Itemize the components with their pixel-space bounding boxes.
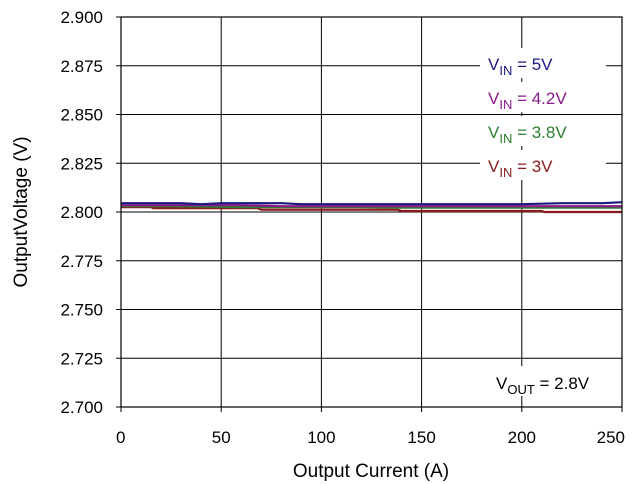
legend-bg [480, 116, 606, 146]
y-axis-label: OutputVoltage (V) [11, 136, 32, 287]
y-tick-label: 2.725 [60, 349, 103, 368]
x-axis-label: Output Current (A) [293, 461, 449, 482]
x-tick-label: 250 [597, 428, 625, 447]
x-tick-label: 0 [116, 428, 125, 447]
y-tick-label: 2.775 [60, 252, 103, 271]
legend-bg [480, 82, 606, 112]
x-axis-ticks: 0 50 100 150 200 250 [116, 407, 625, 447]
legend-entry: VIN = 3V [488, 157, 553, 180]
y-tick-label: 2.875 [60, 57, 103, 76]
series-line-vin-3v [121, 206, 622, 214]
x-tick-label: 100 [307, 428, 335, 447]
vout-annotation: VOUT = 2.8V [490, 366, 616, 397]
y-axis-ticks: 2.700 2.725 2.750 2.775 2.800 2.825 2.850 2.875… [60, 8, 121, 417]
legend-entry: VIN = 4.2V [488, 89, 567, 112]
legend-bg [480, 150, 606, 180]
annotation-bg [490, 366, 616, 396]
y-tick-label: 2.850 [60, 106, 103, 125]
legend-bg [480, 48, 606, 78]
legend-entry: VIN = 5V [488, 55, 553, 78]
y-tick-label: 2.900 [60, 8, 103, 27]
series-line-vin-5v [121, 201, 623, 206]
y-tick-label: 2.700 [60, 398, 103, 417]
y-tick-label: 2.825 [60, 154, 103, 173]
legend-entry: VIN = 3.8V [488, 123, 567, 146]
y-tick-label: 2.800 [60, 203, 103, 222]
x-tick-label: 150 [407, 428, 435, 447]
legend: VIN = 5V VIN = 4.2V VIN = 3.8V VIN = 3V [480, 48, 606, 180]
y-tick-label: 2.750 [60, 301, 103, 320]
x-tick-label: 200 [508, 428, 536, 447]
vout-label: VOUT = 2.8V [496, 374, 590, 397]
series-lines [121, 201, 623, 214]
series-line-vin-4-2v [121, 204, 622, 208]
x-tick-label: 50 [212, 428, 231, 447]
